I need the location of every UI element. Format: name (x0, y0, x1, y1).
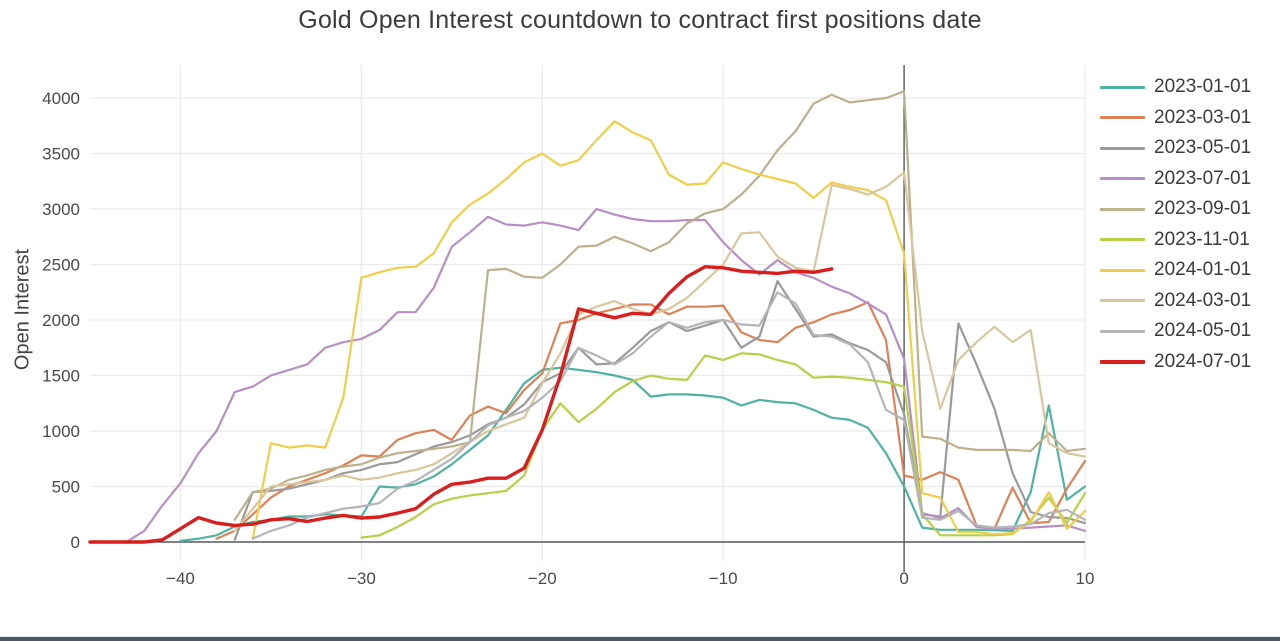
y-tick-label: 4000 (42, 89, 80, 108)
series-line-2024-01-01[interactable] (251, 120, 1087, 540)
bottom-divider (0, 636, 1280, 637)
legend-item-2023-03-01[interactable]: 2023-03-01 (1100, 103, 1251, 134)
series-line-2024-03-01[interactable] (233, 171, 1087, 532)
legend-item-2024-05-01[interactable]: 2024-05-01 (1100, 316, 1251, 347)
legend-swatch (1100, 299, 1145, 303)
legend-label: 2023-01-01 (1154, 76, 1252, 98)
y-tick-label: 500 (52, 478, 80, 497)
x-tick-label: −30 (347, 569, 376, 588)
legend-label: 2023-09-01 (1154, 198, 1252, 220)
legend-label: 2024-05-01 (1154, 320, 1252, 342)
legend-item-2024-01-01[interactable]: 2024-01-01 (1100, 255, 1251, 286)
legend-label: 2024-07-01 (1154, 350, 1252, 372)
legend-label: 2024-01-01 (1154, 259, 1252, 281)
legend-swatch (1100, 177, 1145, 181)
y-tick-label: 1500 (42, 367, 80, 386)
legend-label: 2023-11-01 (1154, 228, 1250, 250)
x-tick-label: −40 (166, 569, 195, 588)
legend: 2023-01-01 2023-03-01 2023-05-01 2023-07-01… (1100, 72, 1251, 377)
legend-item-2024-07-01[interactable]: 2024-07-01 (1100, 347, 1251, 378)
legend-swatch (1100, 207, 1145, 211)
legend-label: 2023-05-01 (1154, 137, 1252, 159)
legend-swatch (1100, 329, 1145, 333)
legend-item-2023-11-01[interactable]: 2023-11-01 (1100, 225, 1251, 256)
series-line-2024-05-01[interactable] (251, 291, 1087, 540)
legend-item-2023-07-01[interactable]: 2023-07-01 (1100, 164, 1251, 195)
series-line-2023-11-01[interactable] (360, 352, 1087, 539)
series-line-2023-09-01[interactable] (233, 90, 1087, 521)
series-line-2023-03-01[interactable] (215, 301, 1087, 540)
legend-swatch (1100, 238, 1145, 242)
y-tick-label: 0 (71, 533, 80, 552)
series-line-2023-07-01[interactable] (125, 207, 1087, 544)
legend-label: 2024-03-01 (1154, 289, 1252, 311)
legend-item-2023-05-01[interactable]: 2023-05-01 (1100, 133, 1251, 164)
x-tick-label: 10 (1076, 569, 1095, 588)
legend-swatch (1100, 85, 1145, 89)
legend-swatch (1100, 268, 1145, 272)
y-tick-label: 2000 (42, 311, 80, 330)
legend-swatch (1100, 146, 1145, 150)
legend-item-2023-09-01[interactable]: 2023-09-01 (1100, 194, 1251, 225)
legend-item-2024-03-01[interactable]: 2024-03-01 (1100, 286, 1251, 317)
legend-label: 2023-07-01 (1154, 167, 1252, 189)
y-tick-label: 1000 (42, 422, 80, 441)
series-line-2023-05-01[interactable] (233, 280, 1087, 541)
legend-item-2023-01-01[interactable]: 2023-01-01 (1100, 72, 1251, 103)
x-tick-label: −10 (709, 569, 738, 588)
x-tick-label: 0 (899, 569, 908, 588)
bottom-window-bar (0, 637, 1280, 641)
x-tick-label: −20 (528, 569, 557, 588)
series-line-2024-07-01[interactable] (88, 265, 834, 544)
legend-swatch (1100, 116, 1145, 120)
y-tick-label: 3000 (42, 200, 80, 219)
y-tick-label: 3500 (42, 145, 80, 164)
legend-label: 2023-03-01 (1154, 106, 1252, 128)
legend-swatch (1100, 359, 1145, 364)
chart-title: Gold Open Interest countdown to contract… (298, 6, 982, 34)
y-tick-label: 2500 (42, 256, 80, 275)
